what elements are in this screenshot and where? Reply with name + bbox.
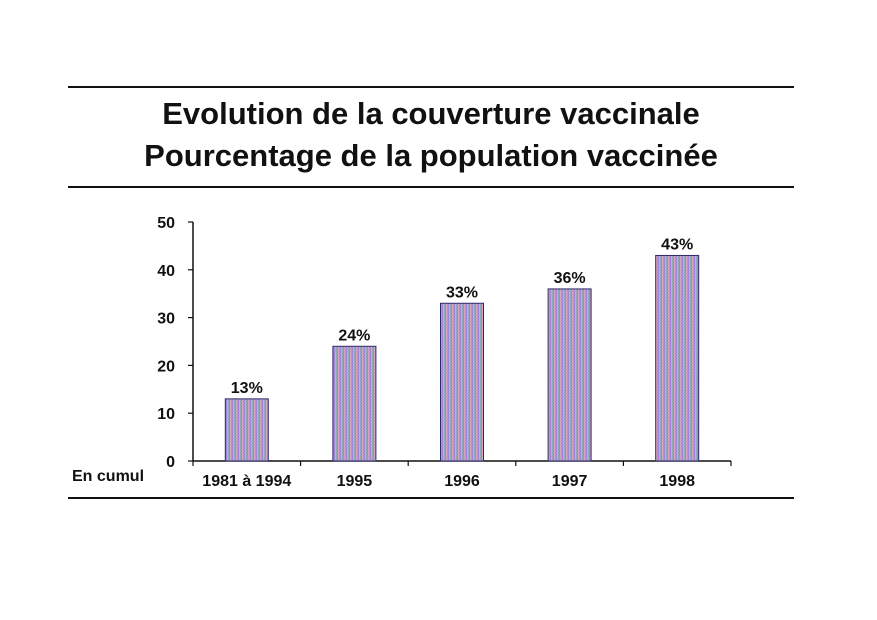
- bar: [655, 254, 700, 462]
- top-rule: [68, 86, 794, 88]
- data-label: 33%: [446, 284, 478, 301]
- y-tick-label: 40: [157, 263, 175, 280]
- bottom-rule: [68, 497, 794, 499]
- x-category-label: 1996: [444, 473, 480, 490]
- chart-title-line-1: Evolution de la couverture vaccinale: [162, 96, 700, 131]
- x-category-label: 1998: [659, 473, 695, 490]
- data-label: 36%: [554, 270, 586, 287]
- labels: 0 10 20 30 40 50 13% 1981 à 1994 24% 1995 33% 1996 3…: [157, 215, 695, 490]
- data-label: 43%: [661, 236, 693, 253]
- data-label: 13%: [231, 380, 263, 397]
- title-underline-rule: [68, 186, 794, 188]
- y-tick-label: 30: [157, 311, 175, 328]
- bar: [547, 288, 592, 462]
- cumulative-note: En cumul: [72, 468, 145, 485]
- x-category-label: 1981 à 1994: [202, 473, 291, 490]
- bar: [332, 345, 377, 462]
- x-category-label: 1995: [337, 473, 373, 490]
- y-tick-label: 20: [157, 358, 175, 375]
- y-tick-label: 50: [157, 215, 175, 232]
- chart-title-line-2: Pourcentage de la population vaccinée: [144, 138, 718, 173]
- y-tick-label: 0: [166, 454, 175, 471]
- y-tick-label: 10: [157, 406, 175, 423]
- bar: [224, 398, 269, 462]
- x-category-label: 1997: [552, 473, 588, 490]
- data-label: 24%: [338, 327, 370, 344]
- bar: [440, 302, 484, 462]
- bars: [224, 254, 700, 462]
